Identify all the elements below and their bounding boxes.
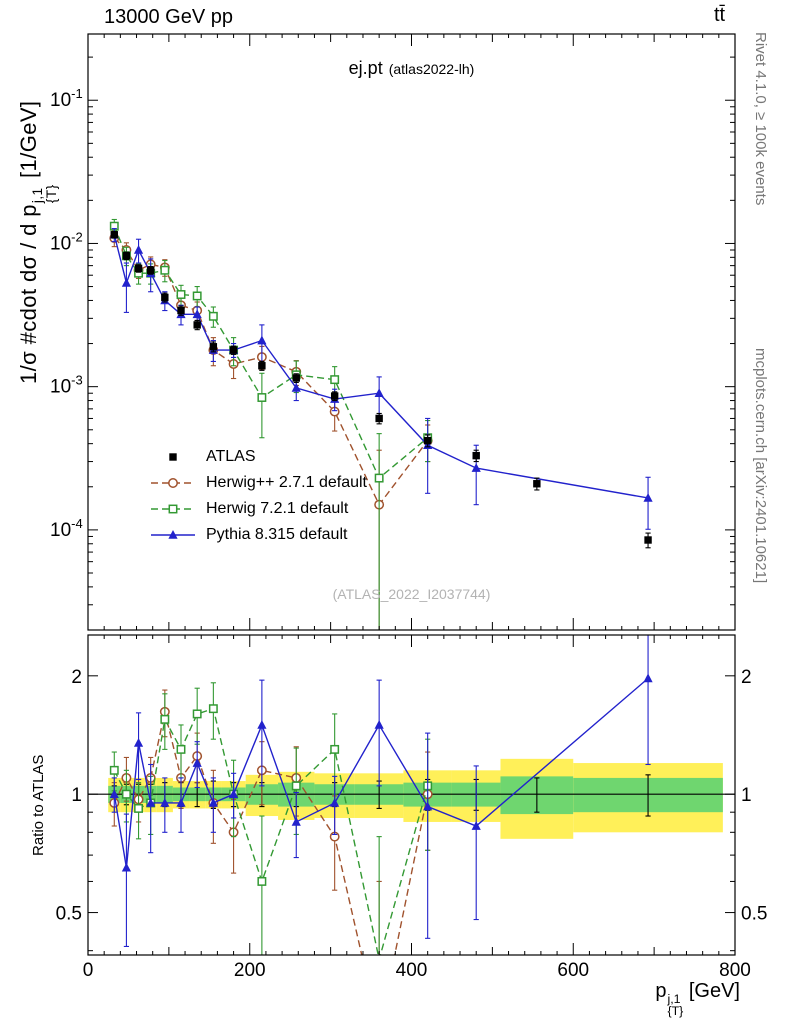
svg-text:10-4: 10-4	[50, 516, 83, 541]
svg-text:0.5: 0.5	[741, 904, 767, 925]
legend-label: Herwig++ 2.7.1 default	[206, 474, 367, 491]
rivet-version-note: Rivet 4.1.0, ≥ 100k events	[752, 32, 769, 206]
svg-text:200: 200	[234, 960, 266, 981]
svg-text:1: 1	[71, 785, 82, 806]
svg-text:0: 0	[83, 960, 94, 981]
svg-text:2: 2	[71, 667, 82, 688]
legend-label: Herwig 7.2.1 default	[206, 500, 349, 517]
svg-text:800: 800	[719, 960, 751, 981]
filled-triangle-icon	[151, 530, 195, 539]
y-axis-title-top: 1/σ #cdot dσ / d p j,1 {T} [1/GeV]	[16, 100, 59, 384]
legend-item-herwig-2-7-1-default: Herwig++ 2.7.1 default	[150, 470, 367, 496]
legend-label: ATLAS	[206, 448, 256, 465]
svg-text:2: 2	[741, 667, 752, 688]
y-axis-title-supsub: j,1 {T}	[30, 184, 59, 204]
y-axis-title-ratio: Ratio to ATLAS	[30, 754, 47, 856]
svg-text:400: 400	[396, 960, 428, 981]
svg-text:1: 1	[741, 785, 752, 806]
ratio-series	[109, 635, 653, 955]
legend-item-herwig-7-2-1-default: Herwig 7.2.1 default	[150, 496, 367, 522]
axis-ticks	[87, 34, 736, 955]
x-axis-title-suffix: [GeV]	[683, 980, 740, 1002]
svg-text:600: 600	[557, 960, 589, 981]
y-axis-title-prefix: 1/σ #cdot dσ / d p	[16, 204, 41, 384]
x-axis-title-supsub: j,1 {T}	[667, 991, 684, 1018]
spectrum-series	[109, 218, 653, 630]
plot-title-analysis: (atlas2022-lh)	[388, 61, 475, 77]
filled-square-icon	[169, 453, 177, 461]
legend-item-pythia-8-315-default: Pythia 8.315 default	[150, 522, 367, 548]
header-energy-process: 13000 GeV pp	[104, 6, 233, 28]
plot-title-main: ej.pt	[348, 58, 383, 78]
x-axis-title-prefix: p	[655, 980, 667, 1002]
x-axis-title: p j,1 {T} [GeV]	[655, 980, 740, 1017]
open-circle-icon	[151, 478, 195, 488]
legend-item-atlas: ATLAS	[150, 444, 367, 470]
legend: ATLAS Herwig++ 2.7.1 default Herwig 7.2.1 …	[150, 444, 367, 548]
legend-label: Pythia 8.315 default	[206, 526, 348, 543]
svg-text:0.5: 0.5	[56, 904, 82, 925]
header-process-ttbar: tt̄	[714, 4, 726, 26]
watermark-analysis-id: (ATLAS_2022_I2037744)	[332, 586, 491, 602]
plot-title: ej.pt (atlas2022-lh)	[88, 58, 735, 79]
mcplots-arxiv-note: mcplots.cern.ch [arXiv:2401.10621]	[752, 348, 769, 584]
y-axis-title-suffix: [1/GeV]	[16, 100, 41, 185]
ratio-bands	[88, 758, 735, 839]
open-square-icon	[151, 504, 195, 514]
